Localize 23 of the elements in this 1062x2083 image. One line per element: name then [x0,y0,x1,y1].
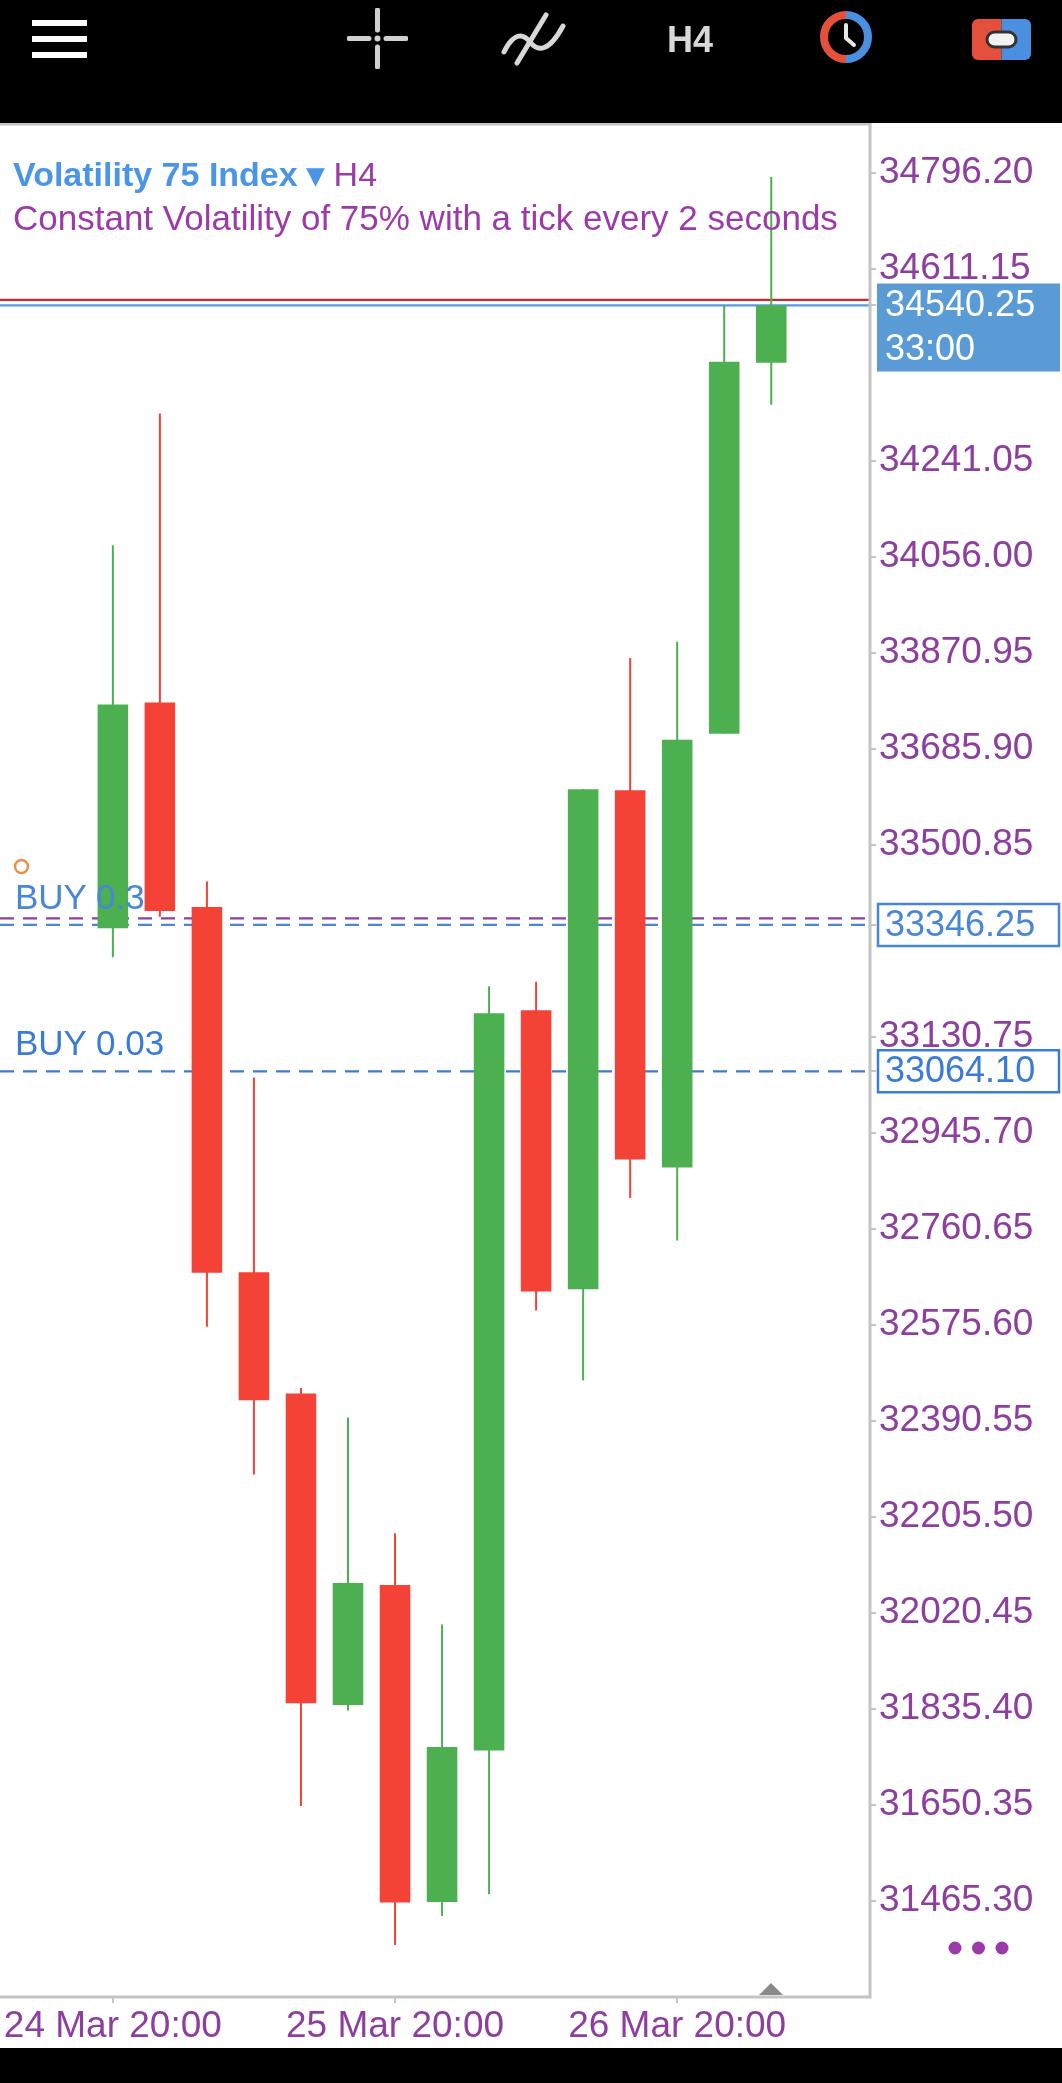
y-tick-label: 31650.35 [879,1782,1034,1824]
ref-line-label: BUY 0.03 [15,1023,165,1063]
y-tick-label: 34056.00 [879,533,1034,575]
y-tick-label: 34796.20 [879,149,1034,191]
x-tick-label: 24 Mar 20:00 [3,2004,222,2046]
y-tick-label: 32020.45 [879,1590,1034,1632]
y-tick-label: 32760.65 [879,1205,1034,1247]
y-tick-label: 31465.30 [879,1878,1034,1920]
x-tick-label: 25 Mar 20:00 [286,2004,505,2046]
y-tick-label: 34241.05 [879,437,1034,479]
text: 33:00 [885,327,976,369]
y-tick-label: 33870.95 [879,629,1034,671]
y-tick-label: 32390.55 [879,1398,1034,1440]
y-tick-label: 32205.50 [879,1494,1034,1536]
text: Volatility 75 Index ▾ H4 [13,155,378,193]
y-tick-label: 32575.60 [879,1302,1034,1343]
y-tick-label: 33346.25 [885,902,1036,944]
y-tick-label: 33685.90 [879,725,1034,767]
y-tick-label: 33500.85 [879,821,1034,863]
text: H4 [667,19,714,60]
x-tick-label: 26 Mar 20:00 [568,2004,787,2046]
y-tick-label: 31835.40 [879,1686,1034,1728]
y-tick-label: 32945.70 [879,1109,1034,1151]
